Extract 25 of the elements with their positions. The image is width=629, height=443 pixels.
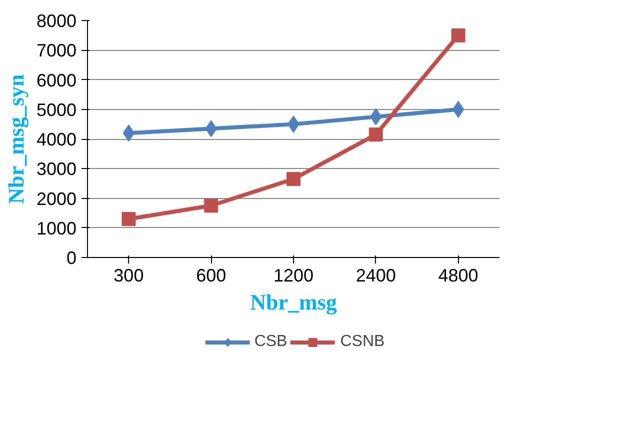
point xyxy=(368,128,383,142)
point xyxy=(451,28,466,42)
y-tick-label: 2000 xyxy=(36,188,77,209)
x-tick-label: 1200 xyxy=(273,266,314,286)
y-tick-label: 7000 xyxy=(36,40,77,61)
point xyxy=(204,198,218,213)
x-tick-label: 2400 xyxy=(356,266,396,286)
x-tick-label: 4800 xyxy=(438,266,478,286)
point xyxy=(122,124,135,142)
y-tick-label: 1000 xyxy=(36,218,77,238)
point xyxy=(286,172,300,186)
y-tick-label: 3000 xyxy=(36,159,77,180)
point xyxy=(122,212,136,226)
y-tick-label: 5000 xyxy=(36,100,77,120)
y-tick-label: 6000 xyxy=(36,70,77,90)
x-tick-label: 600 xyxy=(196,266,226,286)
point xyxy=(452,100,464,118)
y-axis-title: Nbr_msg_syn xyxy=(3,74,28,204)
y-tick-label: 4000 xyxy=(36,130,77,150)
x-axis-title: Nbr_msg xyxy=(250,290,337,314)
y-tick-label: 8000 xyxy=(36,11,77,31)
legend-label: CSNB xyxy=(340,333,385,351)
legend-label: CSB xyxy=(254,333,288,351)
y-tick-label: 0 xyxy=(66,248,77,268)
x-tick-label: 300 xyxy=(114,266,144,286)
